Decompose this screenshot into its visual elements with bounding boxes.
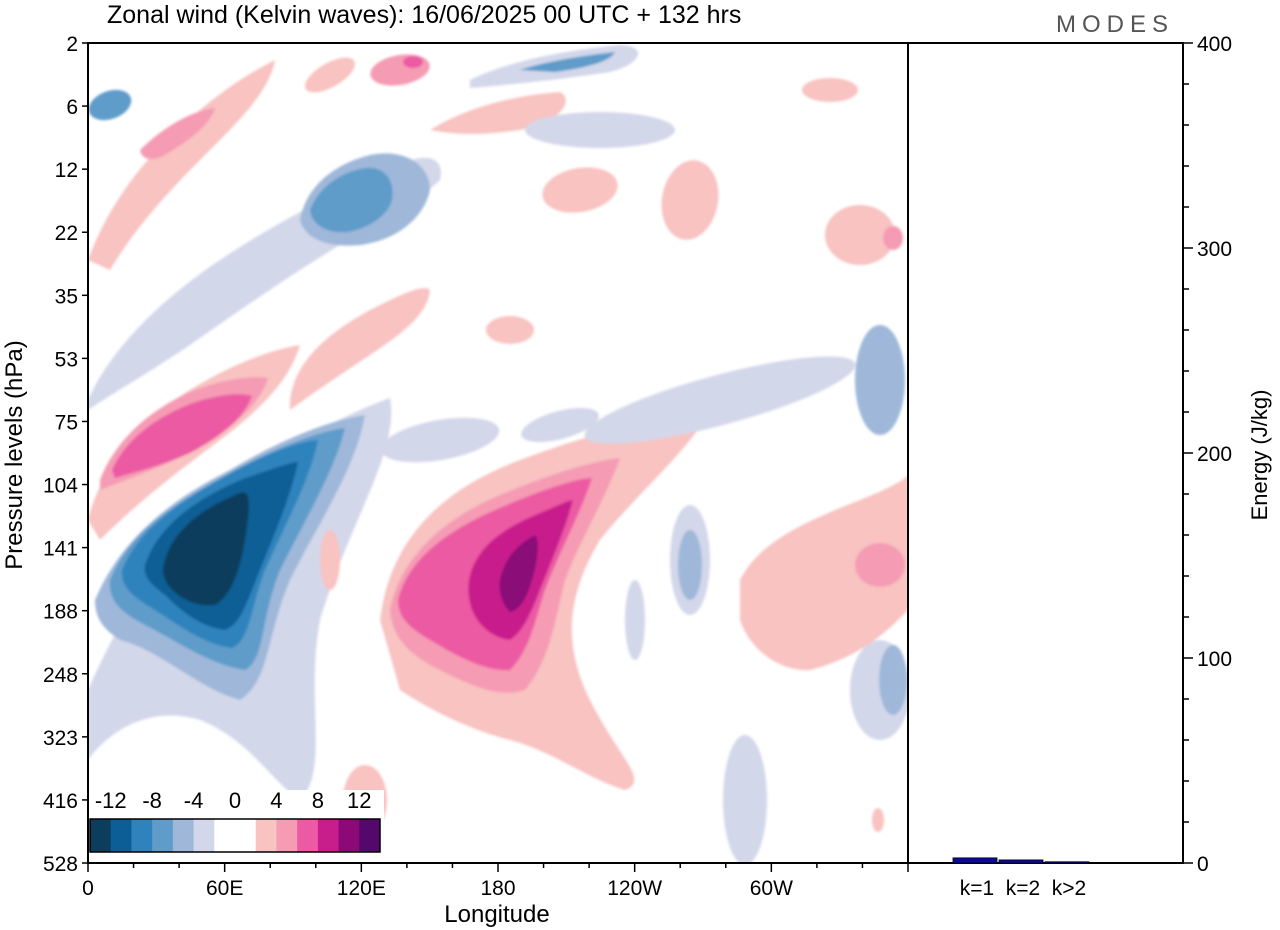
pressure-tick-label: 104 — [43, 475, 78, 498]
colorbar-swatch — [110, 819, 132, 852]
colorbar-swatch — [172, 819, 195, 852]
energy-bars — [952, 857, 1090, 864]
energy-bar — [952, 857, 998, 864]
energy-bar — [998, 859, 1044, 864]
wavenumber-labels: k=1 k=2 k>2 — [960, 877, 1086, 900]
longitude-tick-label: 180 — [480, 877, 515, 900]
neg-blob-9 — [625, 580, 645, 660]
pos-east-level1 — [740, 475, 908, 671]
colorbar-swatch — [255, 819, 277, 852]
neg-blob-10 — [723, 735, 767, 863]
colorbar-label: 0 — [229, 788, 241, 813]
pos-blob-4 — [825, 205, 895, 265]
hovmoller-plot: -12 -8 -4 0 4 8 12 — [86, 42, 909, 864]
energy-panel: 0 100 200 300 400 k=1 k=2 k>2 — [907, 33, 1232, 900]
pressure-tick-label: 35 — [55, 285, 78, 308]
wavenumber-label: k=1 — [960, 877, 994, 900]
colorbar-label: -12 — [95, 788, 127, 813]
modes-logo: MODES — [1056, 11, 1174, 38]
pos-east-level2 — [855, 543, 905, 587]
wavenumber-label: k=2 — [1006, 877, 1040, 900]
colorbar-frame — [89, 818, 381, 853]
colorbar-swatch — [235, 819, 257, 852]
pressure-tick-label: 22 — [55, 222, 78, 245]
longitude-tick-label: 60E — [206, 877, 243, 900]
energy-tick-label: 400 — [1197, 33, 1232, 56]
colorbar-swatch — [131, 819, 153, 852]
pos-east-level4 — [320, 530, 340, 590]
colorbar-swatch — [90, 819, 112, 852]
energy-tick-label: 0 — [1197, 853, 1209, 876]
neg-system-level6 — [163, 492, 249, 606]
x-axis-label: Longitude — [444, 901, 549, 928]
energy-axis-label: Energy (J/kg) — [1247, 390, 1272, 521]
energy-tick-label: 300 — [1197, 238, 1232, 261]
pressure-tick-label: 6 — [66, 96, 78, 119]
pos-blob-7 — [305, 57, 355, 93]
longitude-tick-label: 120E — [337, 877, 386, 900]
contour-fields — [88, 45, 908, 863]
longitude-tick-label: 120W — [607, 877, 662, 900]
pressure-tick-label: 141 — [43, 538, 78, 561]
pos-system-level5 — [499, 535, 538, 612]
pos-blob-10 — [872, 808, 884, 832]
pos-blob-3 — [486, 316, 534, 344]
colorbar-swatch — [338, 819, 360, 852]
pos-band-upper-2 — [290, 288, 430, 410]
colorbar-swatch — [359, 819, 381, 852]
neg-blob-4 — [521, 407, 599, 443]
energy-tick-label: 200 — [1197, 443, 1232, 466]
colorbar-swatch — [193, 819, 215, 852]
colorbar-swatch — [297, 819, 319, 852]
energy-bar — [1044, 861, 1090, 864]
wavenumber-label: k>2 — [1052, 877, 1086, 900]
pos-band-upper-4 — [140, 108, 215, 160]
pos-blob-1 — [542, 167, 618, 213]
colorbar-label: 8 — [312, 788, 324, 813]
y-axis-label: Pressure levels (hPa) — [1, 340, 28, 569]
chart-title: Zonal wind (Kelvin waves): 16/06/2025 00… — [107, 1, 741, 29]
pos-ridge-level3 — [112, 394, 252, 478]
neg-blob-2 — [525, 112, 675, 148]
colorbar-label: 4 — [270, 788, 282, 813]
pos-blob-9 — [403, 56, 423, 68]
longitude-tick-label: 60W — [750, 877, 793, 900]
pressure-tick-label: 53 — [55, 348, 78, 371]
colorbar-swatch — [214, 819, 236, 852]
neg-blob-5 — [584, 356, 856, 444]
pressure-axis: 2 6 12 22 35 53 75 104 141 188 248 323 416 528 — [43, 33, 88, 876]
pressure-tick-label: 416 — [43, 790, 78, 813]
neg-band-upper-3 — [310, 167, 393, 233]
colorbar-swatch — [317, 819, 340, 852]
neg-blob-12 — [879, 645, 907, 715]
pressure-tick-label: 12 — [55, 159, 78, 182]
pressure-tick-label: 188 — [43, 601, 78, 624]
energy-tick-label: 100 — [1197, 648, 1232, 671]
colorbar-label: -8 — [142, 788, 162, 813]
pressure-tick-label: 75 — [55, 411, 78, 434]
neg-blob-8 — [678, 530, 702, 600]
pressure-tick-label: 528 — [43, 853, 78, 876]
colorbar-swatch — [152, 819, 174, 852]
colorbar-label: -4 — [184, 788, 204, 813]
pos-blob-6 — [802, 78, 858, 102]
longitude-axis: 0 60E 120E 180 120W 60W — [82, 863, 909, 900]
neg-blob-6 — [855, 325, 905, 435]
longitude-tick-label: 0 — [82, 877, 94, 900]
pos-blob-2 — [661, 160, 719, 240]
colorbar-label: 12 — [347, 788, 371, 813]
colorbar: -12 -8 -4 0 4 8 12 — [86, 788, 384, 856]
energy-axis: 0 100 200 300 400 — [1183, 33, 1232, 876]
neg-blob-3 — [380, 417, 500, 463]
pressure-tick-label: 323 — [43, 727, 78, 750]
pressure-tick-label: 2 — [66, 33, 78, 56]
pos-band-upper-1 — [88, 60, 275, 270]
neg-band-upper-5 — [520, 52, 615, 72]
pressure-tick-label: 248 — [43, 664, 78, 687]
pos-blob-5 — [883, 226, 903, 250]
colorbar-swatch — [276, 819, 298, 852]
neg-blob-1 — [88, 89, 132, 121]
